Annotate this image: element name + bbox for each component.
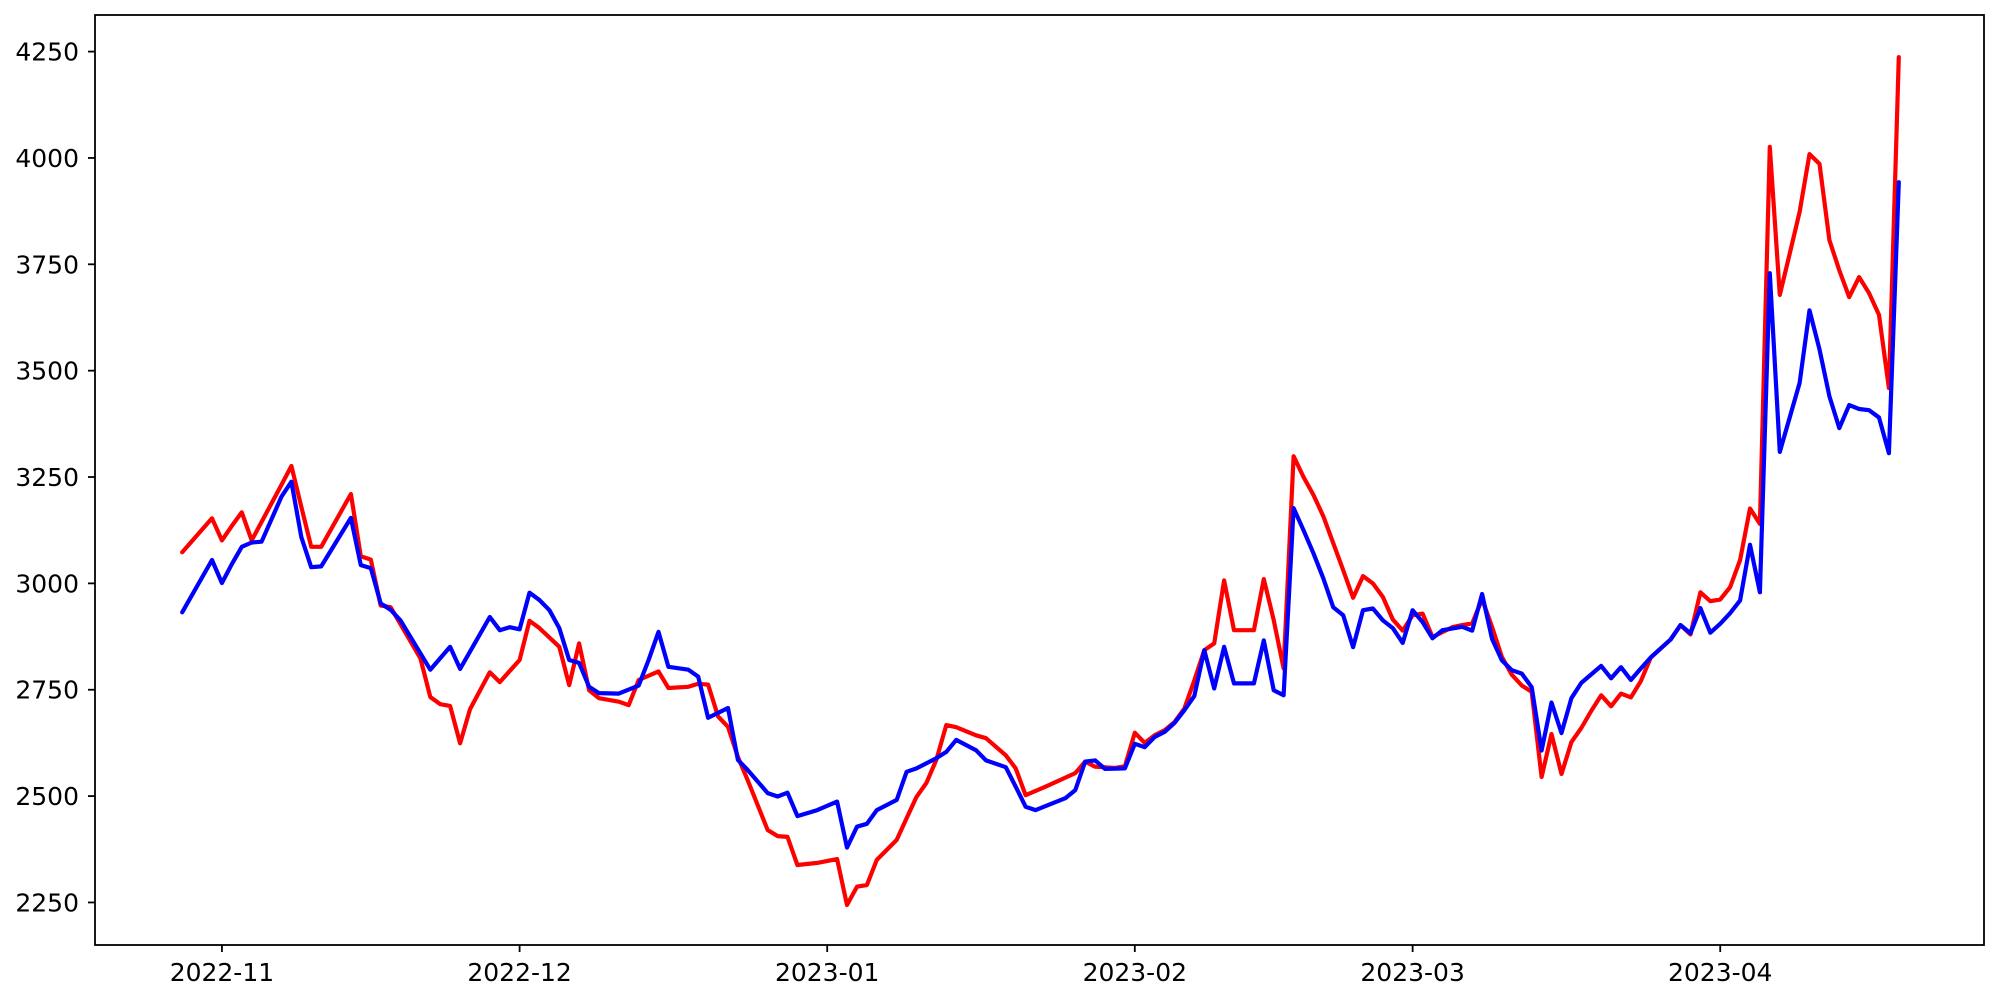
- plot-border: [94, 14, 1985, 946]
- x-tick-label: 2023-02: [1083, 958, 1187, 987]
- x-tick-label: 2023-01: [775, 958, 879, 987]
- plot-area-bg: [95, 15, 1984, 945]
- x-tick-label: 2023-04: [1668, 958, 1772, 987]
- x-tick-label: 2022-12: [467, 958, 571, 987]
- y-tick-label: 3500: [15, 357, 79, 386]
- x-axis: 2022-11 2022-12 2023-01 2023-02 2023-03 2023-…: [170, 945, 1772, 987]
- axes-spines: [94, 14, 1985, 946]
- y-tick-label: 2750: [15, 676, 79, 705]
- y-tick-label: 3750: [15, 250, 79, 279]
- y-tick-label: 2500: [15, 782, 79, 811]
- series-lines: [180, 54, 1901, 908]
- x-tick-label: 2023-03: [1360, 958, 1464, 987]
- y-axis: 2250 2500 2750 3000 3250 3500 3750 4000 4250: [15, 38, 95, 917]
- y-tick-label: 3250: [15, 463, 79, 492]
- plot-area: [95, 15, 1984, 945]
- red-series-line: [180, 54, 1901, 908]
- y-tick-label: 2250: [15, 888, 79, 917]
- y-tick-label: 3000: [15, 569, 79, 598]
- blue-series-line: [180, 180, 1901, 850]
- y-tick-label: 4000: [15, 144, 79, 173]
- y-tick-label: 4250: [15, 38, 79, 67]
- x-tick-label: 2022-11: [170, 958, 274, 987]
